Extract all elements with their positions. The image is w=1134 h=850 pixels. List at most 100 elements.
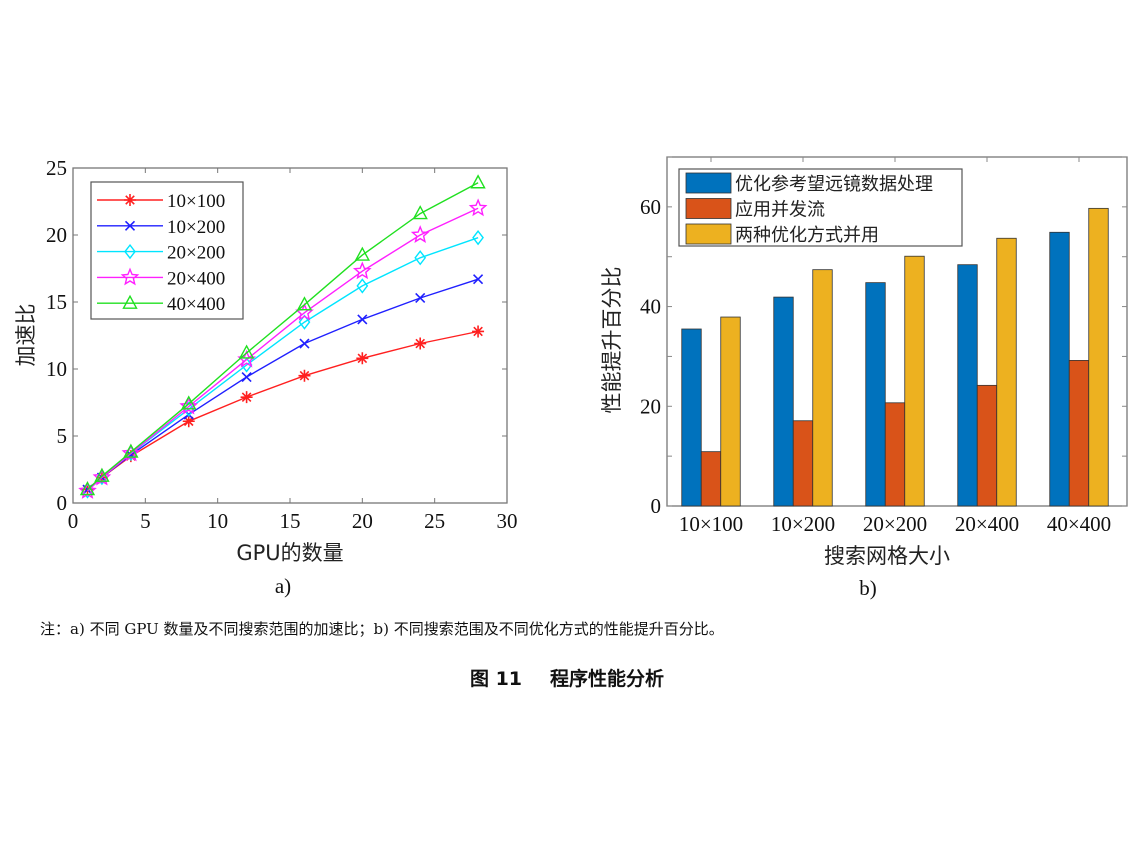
legend-label-a: 10×100	[167, 191, 225, 212]
bar-10×100-1	[700, 451, 722, 507]
y-tick-label-b: 60	[640, 195, 661, 219]
y-tick-label-a: 25	[46, 156, 67, 180]
x-tick-label-a: 10	[207, 509, 228, 533]
y-axis-label-b: 性能提升百分比	[600, 267, 624, 414]
x-tick-label-a: 25	[424, 509, 445, 533]
bar-10×200-2	[812, 269, 833, 507]
x-tick-label-b: 10×200	[771, 512, 835, 536]
data-point	[241, 371, 252, 383]
axis-ticks-a: 0 5 10 15 20 25 30 0 5 10 15 20 25	[46, 156, 518, 533]
legend-swatch-icon	[685, 198, 732, 219]
bar-20×400-0	[957, 264, 978, 507]
data-point	[352, 261, 372, 280]
data-point	[354, 246, 371, 261]
data-point	[299, 338, 310, 349]
bar-10×100-0	[681, 328, 702, 507]
legend-label-a: 20×200	[167, 243, 225, 264]
y-tick-label-a: 5	[57, 424, 68, 448]
data-point	[298, 369, 311, 382]
data-point	[298, 314, 311, 330]
x-tick-label-a: 5	[140, 509, 151, 533]
data-point	[410, 225, 430, 243]
legend-label-a: 10×200	[167, 217, 225, 238]
x-axis-label-b: 搜索网格大小	[824, 544, 950, 568]
x-tick-label-a: 20	[352, 509, 373, 533]
bar-40×400-2	[1088, 207, 1109, 507]
bar-10×200-0	[773, 296, 794, 507]
performance-bar-chart: 0 20 40 60 10×100 10×200 20×200 20×400 40×400 优化…	[600, 156, 1128, 600]
legend-marker-triangle-icon	[122, 294, 138, 309]
legend-label-b: 优化参考望远镜数据处理	[735, 174, 933, 195]
x-tick-label-a: 0	[68, 509, 79, 533]
legend-marker-asterisk-icon	[124, 194, 136, 206]
data-point	[179, 396, 199, 415]
data-point	[415, 292, 426, 304]
y-tick-label-a: 0	[57, 491, 68, 515]
legend-box-a	[90, 181, 244, 320]
y-axis-label-a: 加速比	[14, 304, 38, 367]
data-point	[240, 391, 253, 404]
data-point	[182, 415, 195, 428]
figure-number: 图 11	[469, 668, 523, 690]
x-tick-label-b: 10×100	[679, 512, 743, 536]
legend-marker-star-icon	[120, 267, 140, 286]
x-tick-label-b: 20×400	[955, 512, 1019, 536]
series-line-40×400	[87, 182, 479, 491]
data-point	[296, 296, 313, 311]
legend-a: 10×100 10×200 20×200 20×400 40×400	[90, 181, 244, 320]
bar-20×400-1	[976, 384, 998, 507]
legend-swatch-icon	[685, 172, 732, 194]
data-point	[181, 395, 197, 410]
x-tick-label-a: 15	[280, 509, 301, 533]
data-point	[124, 450, 137, 463]
data-point	[473, 274, 484, 285]
bar-20×400-2	[996, 237, 1017, 507]
speedup-line-chart: 0 5 10 15 20 25 30 0 5 10 15 20 25 10×100 10×200 20×20…	[14, 156, 518, 598]
data-point	[357, 314, 368, 325]
data-point	[94, 467, 110, 482]
data-point	[238, 344, 255, 359]
data-point	[414, 250, 427, 266]
data-point	[356, 352, 369, 365]
legend-marker-diamond-icon	[124, 243, 136, 260]
legend-label-a: 20×400	[167, 268, 225, 289]
bar-20×200-2	[904, 255, 925, 507]
x-axis-label-a: GPU的数量	[236, 541, 343, 565]
legend-label-b: 应用并发流	[735, 200, 825, 221]
data-point	[470, 174, 486, 189]
panel-label-a: a)	[275, 574, 291, 598]
x-tick-label-b: 20×200	[863, 512, 927, 536]
bar-20×200-1	[884, 402, 906, 507]
data-point	[123, 443, 139, 458]
y-tick-label-b: 0	[651, 494, 662, 518]
bars-b	[681, 207, 1109, 507]
data-point	[472, 325, 485, 338]
data-point	[412, 205, 428, 220]
bar-40×400-1	[1068, 360, 1090, 507]
x-tick-label-b: 40×400	[1047, 512, 1111, 536]
bar-40×400-0	[1049, 231, 1070, 507]
bar-10×200-1	[792, 420, 814, 507]
figure-note: 注：a) 不同 GPU 数量及不同搜索范围的加速比；b) 不同搜索范围及不同优化…	[40, 620, 724, 638]
y-tick-label-b: 20	[640, 394, 661, 418]
legend-marker-x-icon	[124, 220, 136, 231]
data-point	[79, 481, 96, 496]
bar-20×200-0	[865, 282, 886, 507]
legend-label-b: 两种优化方式并用	[735, 225, 879, 246]
bar-10×100-2	[720, 316, 741, 507]
y-tick-label-a: 10	[46, 357, 67, 381]
panel-label-b: b)	[859, 576, 877, 600]
legend-swatch-icon	[685, 223, 732, 245]
axis-ticks-b: 0 20 40 60 10×100 10×200 20×200 20×400 40×400	[640, 156, 1127, 536]
series-lines-a	[78, 174, 488, 499]
x-tick-label-a: 30	[497, 509, 518, 533]
y-tick-label-a: 15	[46, 290, 67, 314]
series-line-20×400	[87, 207, 479, 492]
y-tick-label-b: 40	[640, 295, 661, 319]
data-point	[468, 198, 488, 217]
data-point	[356, 278, 369, 294]
y-tick-label-a: 20	[46, 223, 67, 247]
figure-caption: 图 11 程序性能分析	[0, 664, 1134, 691]
